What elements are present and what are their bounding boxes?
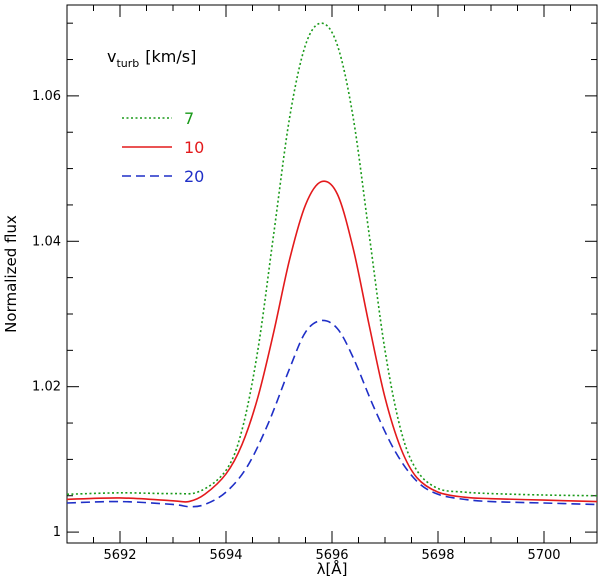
legend-label-10: 10 (184, 138, 204, 157)
legend-title: vturb [km/s] (107, 47, 196, 70)
axis-ticks: 5692 5694 5696 5698 5700 1 1.02 1.04 1.06 (32, 5, 598, 563)
series-line-20 (66, 319, 598, 508)
legend-title-unit: [km/s] (145, 47, 196, 66)
legend-label-20: 20 (184, 167, 204, 186)
y-tick-label: 1.06 (32, 89, 61, 104)
legend-entries: 7 10 20 (122, 109, 204, 186)
y-axis-label: Normalized flux (2, 215, 20, 333)
x-tick-label: 5694 (209, 548, 242, 563)
y-tick-label: 1.04 (32, 234, 61, 249)
x-tick-label: 5696 (315, 548, 348, 563)
series-line-10 (66, 180, 598, 503)
series-line-7 (66, 22, 598, 497)
y-tick-label: 1.02 (32, 380, 61, 395)
legend-title-sub: turb (116, 57, 139, 70)
x-tick-label: 5698 (421, 548, 454, 563)
legend-label-7: 7 (184, 109, 194, 128)
legend-title-main: v (107, 47, 116, 66)
x-tick-label: 5692 (103, 548, 136, 563)
series-lines (66, 22, 598, 508)
plot-frame (66, 4, 598, 544)
y-tick-label: 1 (53, 525, 61, 540)
x-axis-label: λ[Å] (317, 559, 348, 578)
x-tick-label: 5700 (527, 548, 560, 563)
legend: vturb [km/s] 7 10 20 (107, 47, 204, 186)
